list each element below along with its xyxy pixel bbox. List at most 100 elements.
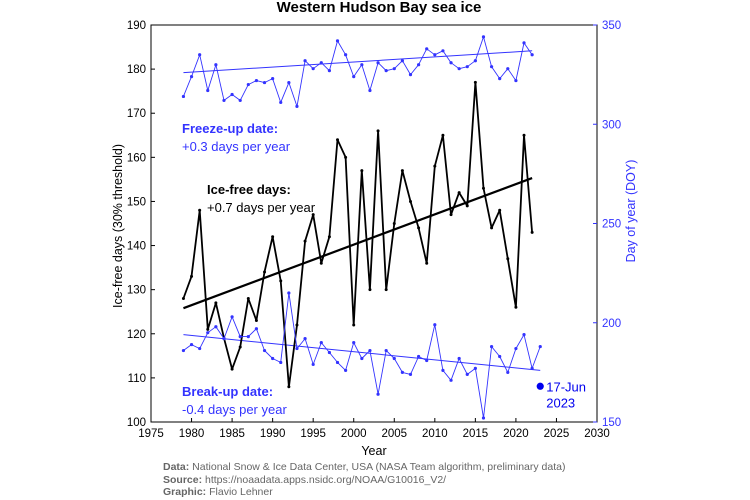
freeze-up-date-point — [189, 75, 194, 79]
break-up-date-point — [271, 356, 275, 361]
freeze-up-date-point — [457, 67, 461, 71]
break-up-date-point — [473, 366, 477, 371]
freeze-up-date-point — [465, 65, 469, 69]
freeze-up-date-point — [489, 65, 494, 69]
breakup-trend-label: Break-up date: — [182, 384, 273, 399]
break-up-date-point — [449, 378, 453, 382]
break-up-date-point — [303, 337, 307, 341]
break-up-date-point — [392, 356, 396, 361]
break-up-date-point — [287, 291, 291, 295]
ice-free-days-point — [246, 296, 250, 300]
ice-free-days-point — [271, 235, 275, 239]
freeze-up-date-point — [360, 63, 364, 67]
break-up-date-point — [344, 368, 348, 372]
freeze-up-date-point — [473, 59, 477, 63]
freeze-up-date-point — [352, 75, 356, 79]
ice-free-days-point — [214, 301, 218, 305]
ice-free-days-point — [238, 345, 242, 349]
freeze-up-date-point — [400, 59, 404, 63]
x-axis: 1975 1980 1985 1990 1995 2000 2005 2010 2015 2020… — [138, 418, 610, 440]
x-tick-label: 2005 — [381, 428, 407, 440]
ice-free-days-point — [368, 288, 372, 292]
break-up-date-trend-line — [183, 334, 541, 371]
ice-free-days-point — [376, 129, 380, 133]
ice-free-days-point — [206, 327, 210, 331]
ice-free-days-point — [498, 208, 502, 212]
break-up-date-point — [384, 348, 388, 353]
freeze-up-date-point — [181, 94, 186, 99]
break-up-date-point — [352, 341, 356, 345]
break-up-date-point — [522, 333, 526, 337]
break-up-date-point — [189, 342, 194, 347]
ice-free-days-point — [279, 279, 283, 283]
freeze-up-date-point — [498, 76, 502, 81]
x-tick-label: 2010 — [422, 428, 448, 440]
freeze-up-date-point — [295, 104, 299, 108]
ice-free-days-point — [181, 296, 185, 300]
break-up-date-point — [230, 315, 234, 319]
break-up-date-point — [198, 346, 202, 351]
y-left-tick-label: 170 — [127, 108, 146, 120]
left-y-axis-label: Ice-free days (30% threshold) — [111, 144, 125, 308]
ice-free-days-point — [327, 235, 331, 239]
y-right-tick-label: 300 — [602, 119, 621, 131]
break-up-date-point — [319, 341, 323, 345]
freeze-up-date-point — [303, 59, 307, 63]
y-right-tick-label: 350 — [602, 20, 621, 32]
freeze-up-date-point — [246, 82, 250, 87]
y-left-tick-label: 150 — [127, 196, 146, 208]
break-up-date-point — [254, 327, 259, 331]
freeze-up-date-point — [222, 98, 226, 103]
break-up-date-point — [214, 325, 218, 329]
freeze-up-date-point — [198, 53, 202, 57]
break-up-date-point — [506, 370, 510, 374]
break-up-date-point — [489, 344, 494, 349]
break-up-date-point — [279, 360, 283, 365]
freeze-up-date-point — [311, 67, 315, 71]
ice-free-days-point — [473, 80, 477, 84]
ice-free-days-point — [481, 186, 485, 190]
ice-free-days-point — [198, 208, 202, 212]
break-up-date-point — [457, 356, 461, 361]
x-tick-label: 1975 — [138, 428, 164, 440]
x-tick-label: 2020 — [503, 428, 529, 440]
ice-free-days-point — [441, 133, 445, 137]
ice-free-days-point — [449, 213, 453, 217]
y-left-tick-label: 110 — [128, 373, 146, 385]
ice-free-days-point — [352, 323, 356, 327]
freezeup-trend-label: Freeze-up date: — [182, 121, 278, 136]
annotation-year: 2023 — [546, 395, 575, 410]
break-up-date-point — [514, 346, 518, 351]
annotation-point — [536, 382, 544, 390]
break-up-date-point — [295, 346, 299, 351]
break-up-date-point — [465, 372, 469, 376]
freeze-up-date-point — [449, 61, 453, 65]
freeze-up-date-point — [335, 39, 340, 43]
break-up-date-point — [206, 331, 210, 335]
x-tick-label: 1990 — [260, 428, 286, 440]
x-tick-label: 2000 — [341, 428, 367, 440]
freeze-up-date-point — [530, 53, 534, 57]
y-right-tick-label: 200 — [602, 318, 621, 330]
freeze-up-date-point — [271, 76, 275, 81]
freeze-up-date-point — [262, 80, 267, 85]
ice-free-days-point — [190, 274, 194, 278]
break-up-date-point — [238, 335, 242, 339]
ice-free-days-point — [490, 226, 494, 230]
ice-free-days-point — [514, 305, 518, 309]
freezeup-trend-rate: +0.3 days per year — [182, 139, 291, 154]
credits: Data: National Snow & Ice Data Center, U… — [163, 461, 566, 499]
left-y-axis: 100 110 120 130 140 150 160 170 180 190 — [127, 20, 155, 429]
freeze-up-date-point — [425, 47, 429, 51]
freeze-up-date-point — [384, 69, 388, 73]
ice-free-days-point — [311, 213, 315, 217]
break-up-date-point — [376, 392, 380, 396]
break-up-date-point — [360, 356, 364, 361]
y-left-tick-label: 120 — [127, 329, 146, 341]
x-tick-label: 1995 — [300, 428, 326, 440]
freeze-up-date-point — [230, 92, 234, 97]
freeze-up-date-point — [327, 69, 331, 73]
data-series — [181, 35, 542, 420]
ice-free-days-point — [263, 270, 267, 274]
freeze-up-date-line — [182, 36, 533, 107]
